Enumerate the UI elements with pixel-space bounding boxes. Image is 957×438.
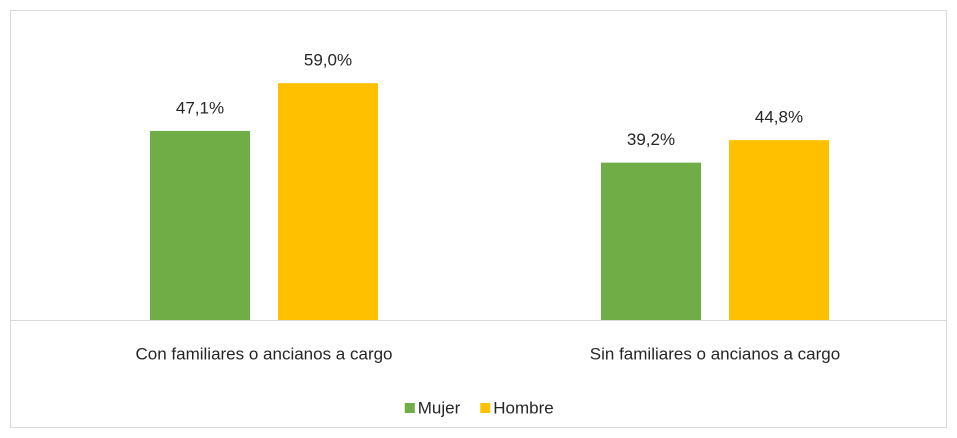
legend-label: Hombre <box>493 398 553 417</box>
data-label: 47,1% <box>176 98 224 117</box>
legend-label: Mujer <box>418 398 461 417</box>
legend-swatch <box>480 403 491 413</box>
bar <box>729 140 829 320</box>
bar <box>601 162 701 320</box>
data-label: 59,0% <box>304 51 352 70</box>
data-label: 44,8% <box>755 108 803 127</box>
data-label: 39,2% <box>627 130 675 149</box>
x-tick-label: Sin familiares o ancianos a cargo <box>590 344 840 363</box>
bar <box>150 130 250 320</box>
bar <box>278 83 378 321</box>
legend-swatch <box>404 403 415 413</box>
x-tick-label: Con familiares o ancianos a cargo <box>135 344 392 363</box>
